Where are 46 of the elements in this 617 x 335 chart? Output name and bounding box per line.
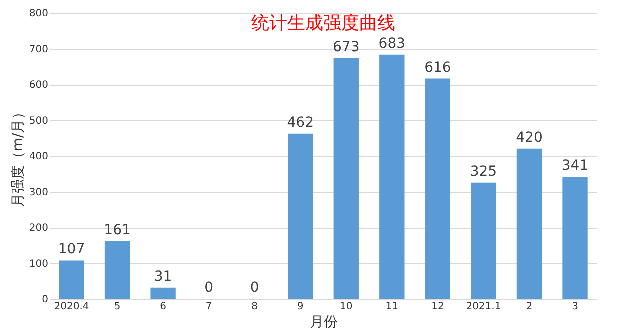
x-tick-label: 9 bbox=[297, 302, 304, 312]
bar bbox=[516, 148, 542, 299]
x-tick-label: 2 bbox=[526, 302, 533, 312]
data-label: 0 bbox=[204, 280, 214, 296]
x-tick-label: 5 bbox=[114, 302, 121, 312]
bar bbox=[288, 134, 314, 299]
y-tick-label: 200 bbox=[29, 223, 48, 234]
bar bbox=[562, 177, 588, 299]
data-label: 673 bbox=[333, 39, 360, 56]
data-label: 31 bbox=[154, 268, 172, 285]
data-label: 683 bbox=[378, 36, 406, 52]
bar bbox=[425, 78, 451, 299]
data-label: 341 bbox=[562, 158, 589, 174]
data-label: 325 bbox=[470, 164, 498, 180]
bar bbox=[380, 54, 405, 299]
x-tick-label: 2020.4 bbox=[54, 302, 90, 312]
x-tick-label: 2021.1 bbox=[466, 302, 502, 312]
data-label: 616 bbox=[424, 60, 452, 76]
y-tick-label: 0 bbox=[42, 294, 48, 306]
data-label: 462 bbox=[287, 114, 314, 131]
bar bbox=[59, 260, 84, 299]
y-axis-title: 月强度（m/月） bbox=[10, 105, 26, 208]
data-label: 107 bbox=[58, 242, 86, 258]
data-label: 0 bbox=[250, 280, 260, 296]
x-tick-label: 7 bbox=[206, 302, 212, 312]
data-label: 161 bbox=[104, 222, 131, 238]
y-tick-label: 700 bbox=[29, 44, 48, 56]
y-tick-label: 100 bbox=[29, 258, 48, 270]
x-axis-title: 月份 bbox=[310, 314, 338, 330]
x-tick-label: 12 bbox=[432, 302, 444, 312]
chart-title: 统计生成强度曲线 bbox=[252, 13, 396, 34]
y-tick-label: 500 bbox=[29, 116, 48, 127]
x-tick-label: 11 bbox=[386, 302, 399, 312]
bar bbox=[334, 58, 359, 299]
bar bbox=[104, 241, 130, 299]
x-tick-label: 10 bbox=[340, 302, 353, 312]
y-tick-label: 300 bbox=[29, 187, 48, 198]
data-label: 420 bbox=[516, 130, 543, 146]
bar bbox=[150, 288, 176, 299]
y-tick-label: 600 bbox=[29, 80, 48, 91]
x-tick-label: 3 bbox=[572, 302, 578, 312]
x-tick-label: 6 bbox=[160, 302, 166, 312]
bar bbox=[471, 182, 496, 299]
y-tick-label: 800 bbox=[29, 8, 48, 20]
x-tick-label: 8 bbox=[252, 302, 258, 312]
y-tick-label: 400 bbox=[29, 152, 48, 162]
